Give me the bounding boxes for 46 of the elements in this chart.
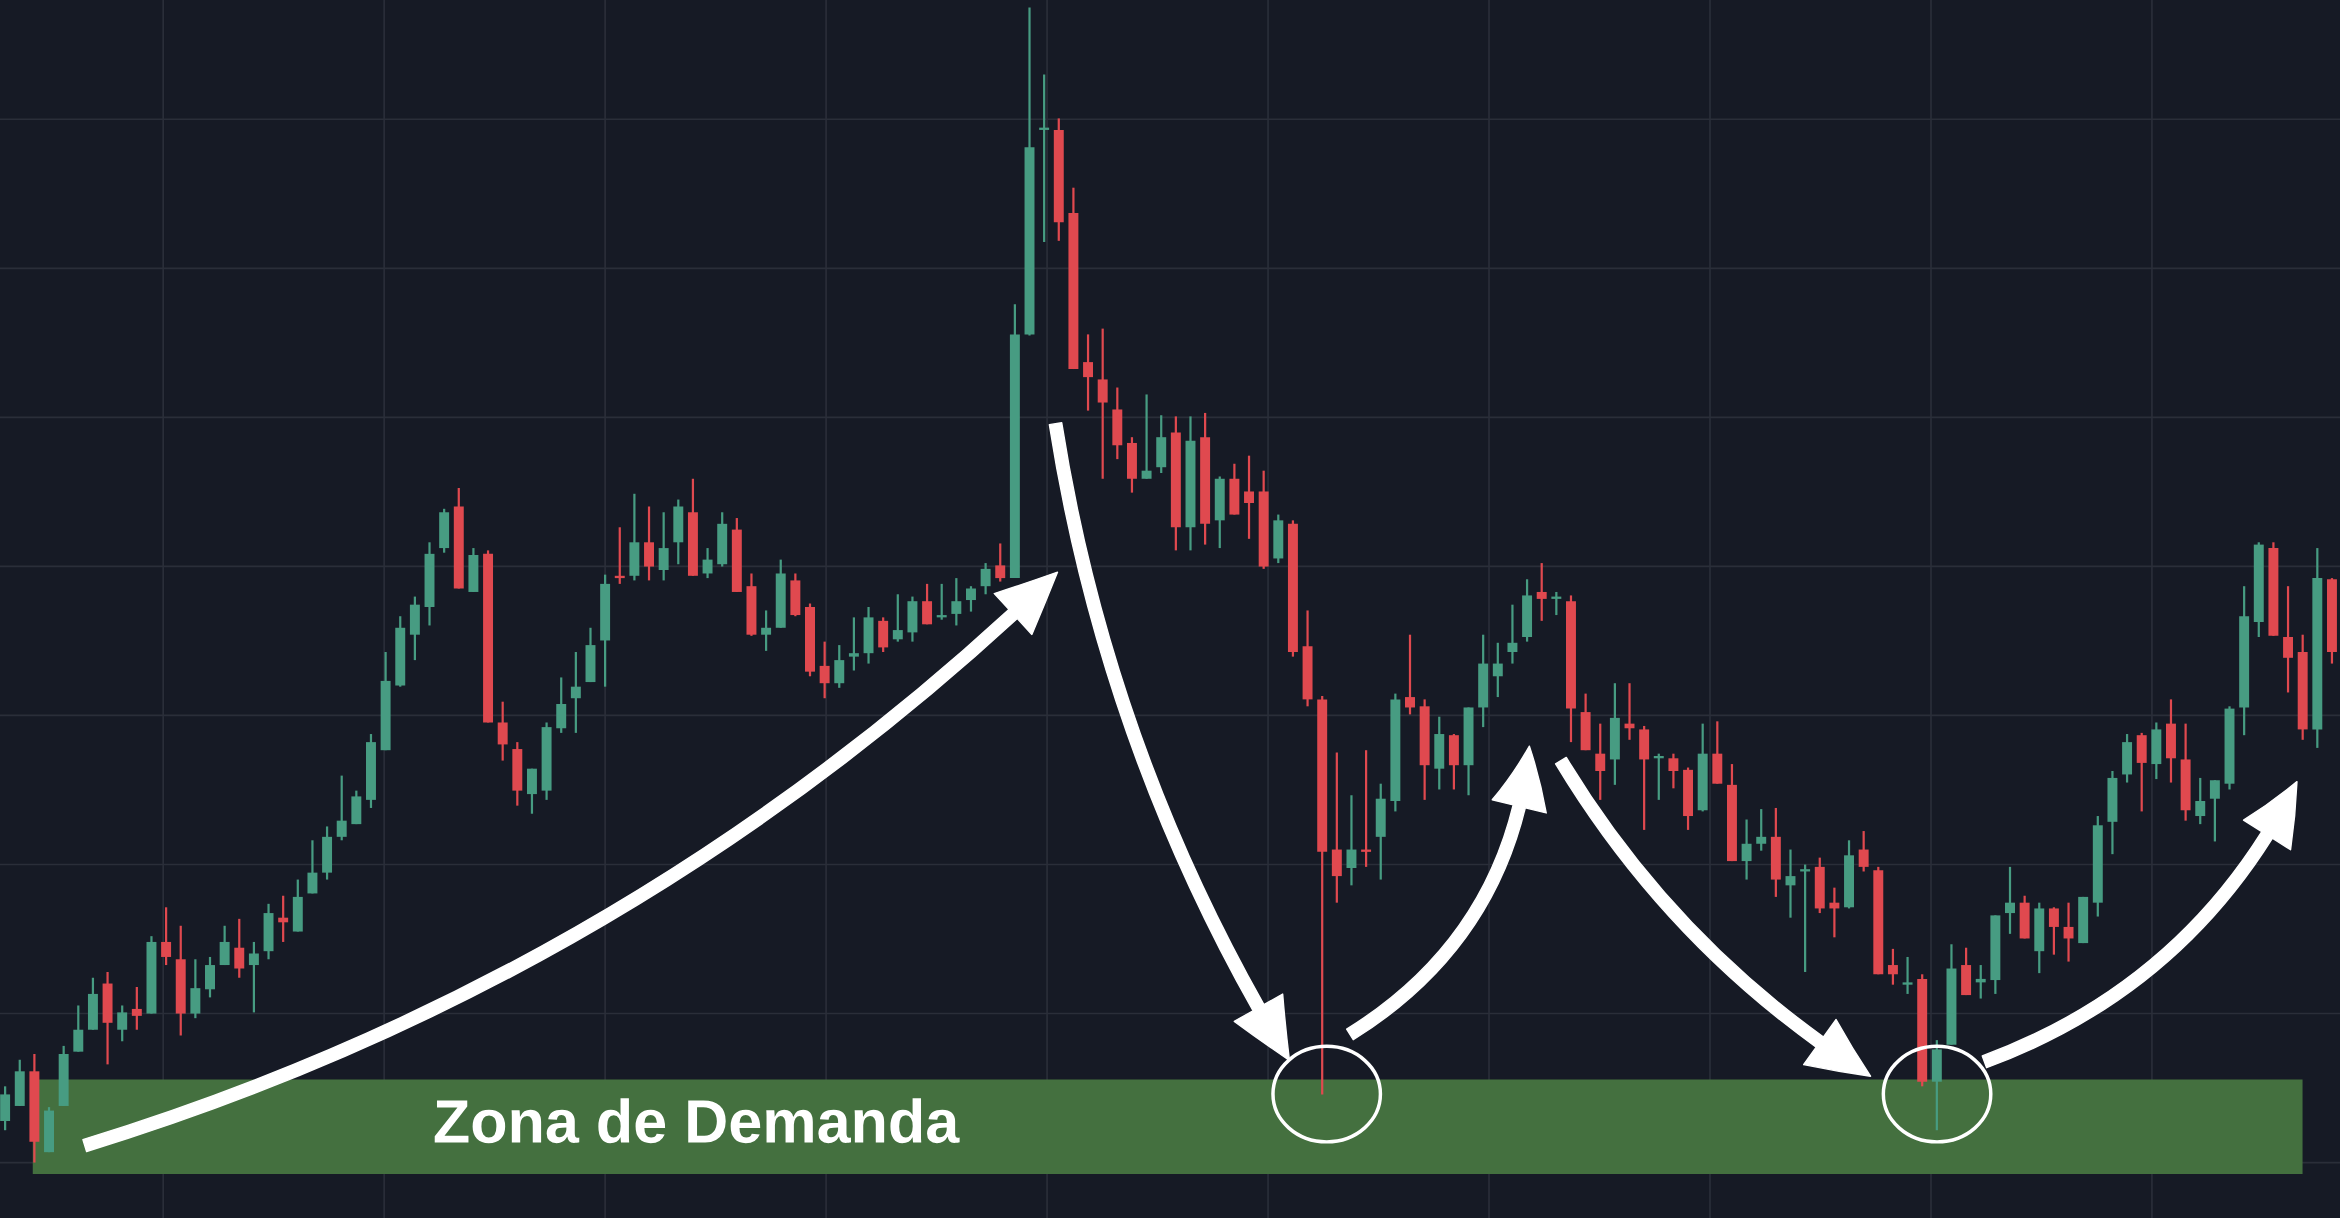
candlestick [892, 593, 903, 643]
candlestick [570, 650, 581, 734]
candlestick [1492, 641, 1503, 699]
candlestick [307, 839, 318, 895]
candlestick [1244, 454, 1254, 540]
candlestick [336, 774, 347, 842]
candlestick [1756, 808, 1767, 852]
candlestick [1668, 752, 1679, 790]
candlestick [2063, 901, 2074, 963]
candlestick [761, 609, 772, 652]
candlestick [1536, 561, 1547, 622]
candlestick [248, 940, 259, 1014]
candlestick [117, 1004, 128, 1043]
candlestick [2209, 779, 2220, 843]
candlestick [834, 643, 845, 689]
candlestick [1902, 955, 1913, 996]
candlestick [848, 616, 859, 672]
candlestick [922, 582, 933, 626]
candlestick [1083, 333, 1094, 412]
candlestick [995, 542, 1006, 583]
candlestick [966, 585, 976, 613]
candlestick [2005, 865, 2015, 935]
candlestick [1741, 818, 1752, 881]
candlestick [2195, 776, 2206, 826]
candlestick [161, 906, 172, 967]
candlestick [219, 924, 230, 967]
candlestick [1595, 722, 1606, 801]
candlestick [1141, 393, 1152, 480]
candlestick [1507, 603, 1518, 665]
candlestick [1858, 829, 1869, 873]
candlestick [73, 1004, 84, 1053]
candlestick [951, 576, 962, 627]
candlestick [497, 700, 508, 762]
candlestick [819, 640, 830, 700]
candlestick [234, 917, 245, 979]
candlestick [658, 511, 669, 582]
candlestick [702, 546, 713, 580]
band-label: Zona de Demanda [434, 1098, 960, 1144]
candlestick [1097, 327, 1108, 480]
candlestick [2283, 585, 2294, 694]
candlestick [1405, 633, 1415, 716]
candlestick [1887, 947, 1898, 986]
candlestick [980, 561, 991, 596]
candlestick [2048, 906, 2059, 956]
candlestick [1346, 794, 1357, 887]
candlestick [131, 985, 142, 1031]
